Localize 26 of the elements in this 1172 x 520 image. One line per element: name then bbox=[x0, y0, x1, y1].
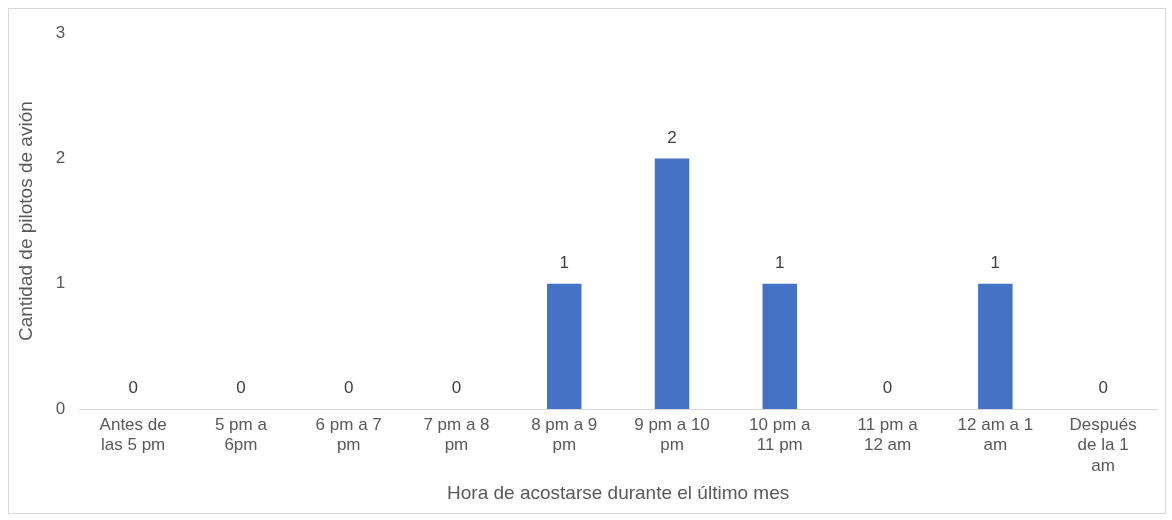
y-tick-label: 0 bbox=[55, 398, 66, 418]
y-tick-label: 1 bbox=[55, 273, 66, 293]
x-tick-label: Antes de las 5 pm bbox=[99, 414, 167, 455]
data-label: 1 bbox=[990, 252, 1001, 272]
x-tick-label: 8 pm a 9 pm bbox=[531, 414, 598, 455]
y-tick-label: 2 bbox=[55, 148, 66, 168]
data-label: 0 bbox=[1098, 378, 1108, 398]
x-tick-label: 12 am a 1 am bbox=[957, 414, 1034, 455]
data-label: 1 bbox=[775, 252, 785, 272]
x-axis-title: Hora de acostarse durante el último mes bbox=[447, 481, 790, 503]
x-tick-label: 5 pm a 6pm bbox=[214, 414, 268, 455]
x-tick-label: 9 pm a 10 pm bbox=[634, 414, 710, 455]
data-label: 0 bbox=[343, 378, 354, 398]
data-label: 0 bbox=[128, 378, 138, 398]
x-tick-label: Después de la 1 am bbox=[1069, 414, 1137, 475]
data-label: 1 bbox=[559, 252, 569, 272]
x-tick-label: 7 pm a 8 pm bbox=[423, 414, 490, 455]
data-label: 2 bbox=[667, 127, 677, 147]
data-label: 0 bbox=[236, 378, 246, 398]
data-label: 0 bbox=[451, 378, 462, 398]
y-axis-title: Cantidad de pilotos de avión bbox=[14, 101, 36, 341]
x-tick-label: 11 pm a 12 am bbox=[857, 414, 919, 455]
x-tick-label: 10 pm a 11 pm bbox=[749, 414, 812, 455]
y-tick-label: 3 bbox=[55, 22, 66, 42]
data-label: 0 bbox=[882, 378, 893, 398]
x-tick-label: 6 pm a 7 pm bbox=[315, 414, 382, 455]
